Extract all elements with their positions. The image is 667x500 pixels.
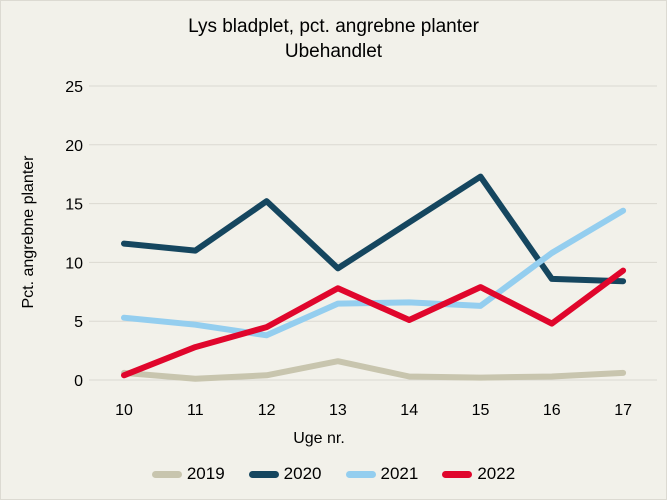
legend-label-2021: 2021: [380, 464, 419, 483]
x-tick-label: 17: [614, 402, 632, 419]
chart-subtitle: Ubehandlet: [284, 41, 383, 63]
legend-label-2020: 2020: [283, 464, 322, 483]
series-line-2019: [121, 358, 627, 382]
legend-label-2019: 2019: [186, 464, 225, 483]
y-tick-label: 10: [65, 255, 83, 272]
legend-item-2021: 2021: [345, 464, 419, 484]
y-tick-label: 20: [65, 138, 83, 155]
x-axis-label: Uge nr.: [293, 430, 345, 447]
chart-title-block: Lys bladplet, pct. angrebne planter Ubeh…: [1, 14, 666, 64]
y-tick-label: 5: [74, 314, 83, 331]
series-line-2020: [121, 173, 627, 285]
chart-title: Lys bladplet, pct. angrebne planter: [188, 16, 479, 37]
legend-swatch-2019-icon: [151, 470, 182, 478]
legend-item-2019: 2019: [151, 464, 225, 484]
x-tick-label: 10: [115, 402, 133, 419]
legend-item-2020: 2020: [248, 464, 322, 484]
x-tick-label: 11: [187, 402, 204, 419]
x-tick-label: 12: [258, 402, 276, 419]
x-tick-label: 13: [329, 402, 347, 419]
legend-swatch-2020-icon: [248, 470, 279, 478]
legend-swatch-2021-icon: [345, 470, 376, 478]
y-tick-label: 25: [65, 79, 83, 96]
legend-label-2022: 2022: [477, 464, 516, 483]
legend: 2019 2020 2021 2022: [1, 464, 666, 484]
y-tick-label: 0: [74, 373, 83, 390]
y-tick-label: 15: [65, 197, 83, 214]
x-tick-label: 15: [472, 402, 490, 419]
x-tick-label: 16: [543, 402, 561, 419]
x-tick-label: 14: [400, 402, 418, 419]
legend-swatch-2022-icon: [442, 470, 473, 478]
series-line-2022: [121, 267, 627, 379]
legend-item-2022: 2022: [442, 464, 515, 484]
